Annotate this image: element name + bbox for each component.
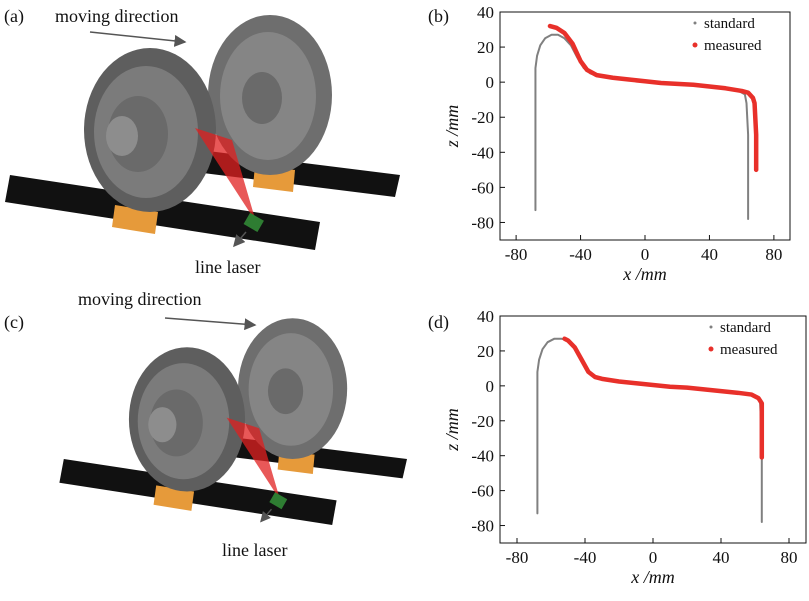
y-tick-label: 20: [477, 342, 494, 361]
x-axis-label: x /mm: [622, 264, 667, 284]
wheelset-illustration: [59, 318, 407, 525]
x-tick-label: 0: [649, 548, 658, 567]
y-tick-label: -20: [471, 412, 494, 431]
x-tick-label: 80: [765, 245, 782, 264]
y-tick-label: -40: [471, 447, 494, 466]
x-tick-label: 40: [713, 548, 730, 567]
y-tick-label: 0: [486, 73, 495, 92]
y-tick-label: -80: [471, 213, 494, 232]
panel-label: (b): [428, 6, 449, 27]
x-tick-label: 40: [701, 245, 718, 264]
y-tick-label: -20: [471, 108, 494, 127]
legend-label: standard: [704, 16, 755, 32]
series-line: [535, 35, 748, 219]
callout: line laser: [222, 540, 287, 560]
panel-label: (c): [4, 312, 24, 333]
wheelset-illustration: [5, 15, 400, 250]
y-tick-label: 40: [477, 3, 494, 22]
legend-marker: [694, 22, 697, 25]
x-tick-label: -80: [506, 548, 529, 567]
y-tick-label: -40: [471, 143, 494, 162]
figure: (a) moving direction line laser (c) movi…: [0, 0, 809, 596]
series-line: [537, 339, 761, 522]
y-axis-label: z /mm: [442, 408, 462, 452]
x-tick-label: -40: [569, 245, 592, 264]
callout: line laser: [195, 257, 260, 277]
caption: moving direction: [78, 289, 201, 309]
legend-marker: [709, 347, 714, 352]
y-tick-label: -80: [471, 517, 494, 536]
y-tick-label: 0: [486, 377, 495, 396]
legend-marker: [693, 43, 698, 48]
panel-label: (d): [428, 312, 449, 333]
x-tick-label: -40: [574, 548, 597, 567]
y-tick-label: -60: [471, 482, 494, 501]
legend-label: measured: [720, 342, 778, 358]
legend-marker: [710, 326, 713, 329]
x-tick-label: 0: [641, 245, 650, 264]
y-tick-label: -60: [471, 178, 494, 197]
direction-arrow: [165, 318, 255, 325]
caption: moving direction: [55, 6, 178, 26]
panel-label: (a): [4, 6, 24, 27]
y-tick-label: 40: [477, 307, 494, 326]
x-axis-label: x /mm: [630, 567, 675, 587]
x-tick-label: 80: [781, 548, 798, 567]
y-tick-label: 20: [477, 38, 494, 57]
legend-label: standard: [720, 320, 771, 336]
direction-arrow: [90, 32, 185, 42]
y-axis-label: z /mm: [442, 105, 462, 149]
x-tick-label: -80: [505, 245, 528, 264]
legend-label: measured: [704, 38, 762, 54]
